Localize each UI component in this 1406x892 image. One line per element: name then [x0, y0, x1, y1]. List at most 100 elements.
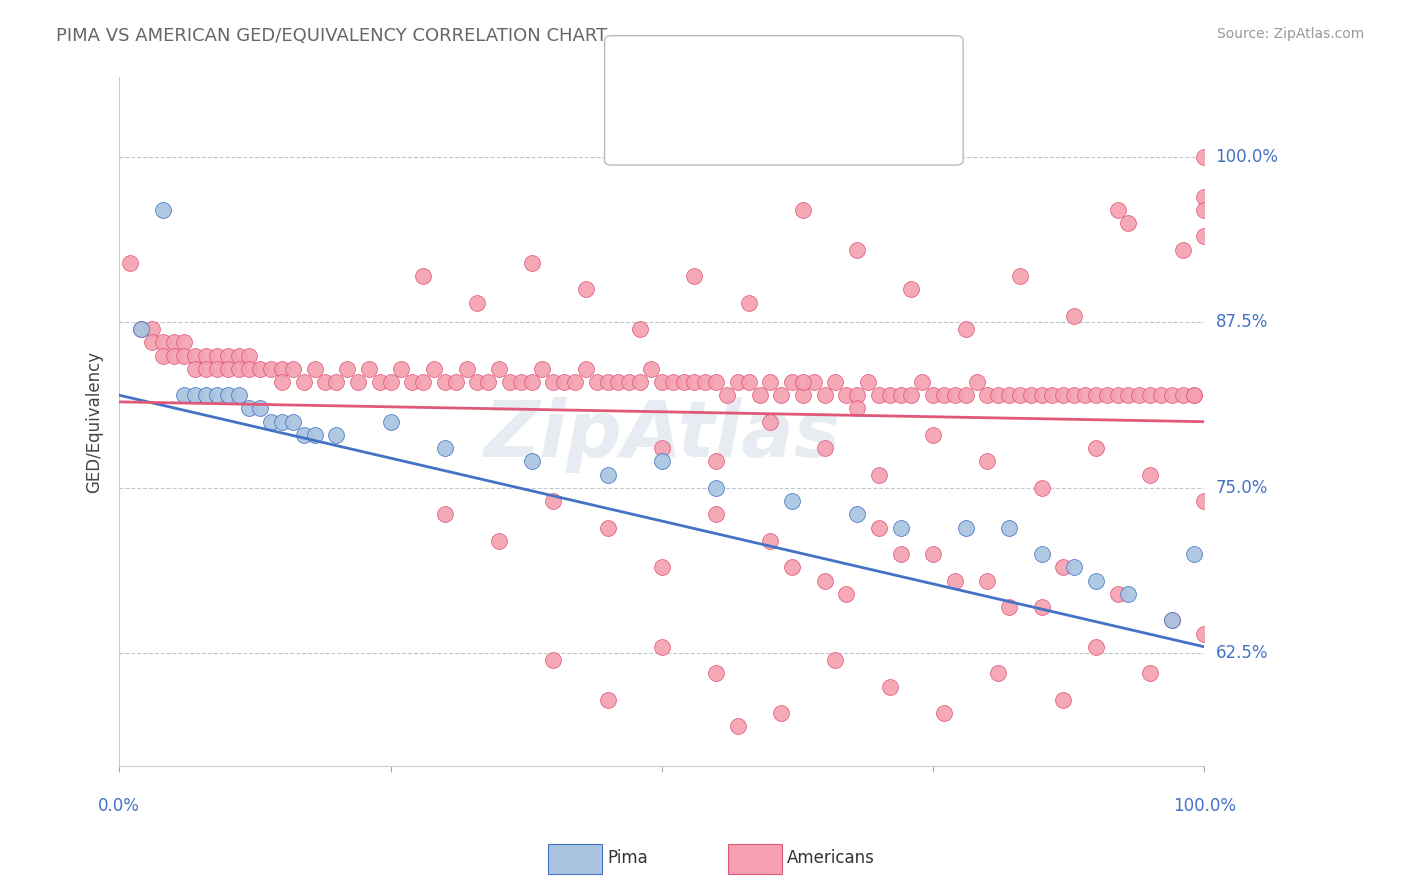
Point	[770, 706, 793, 720]
Point	[846, 243, 869, 257]
Point	[1118, 587, 1140, 601]
Point	[456, 361, 478, 376]
Point	[879, 388, 901, 402]
Text: -0.603: -0.603	[716, 66, 780, 84]
Point	[943, 574, 966, 588]
Text: 62.5%: 62.5%	[1216, 644, 1268, 663]
Point	[292, 428, 315, 442]
Point	[998, 600, 1021, 615]
Point	[759, 533, 782, 548]
Point	[704, 508, 727, 522]
Point	[1160, 613, 1182, 627]
Text: -0.090: -0.090	[716, 115, 780, 133]
Point	[281, 415, 304, 429]
Point	[704, 375, 727, 389]
Point	[553, 375, 575, 389]
Point	[1074, 388, 1097, 402]
Point	[1150, 388, 1173, 402]
Point	[868, 467, 890, 482]
Point	[922, 428, 945, 442]
Point	[835, 388, 858, 402]
Point	[890, 547, 912, 561]
Point	[890, 388, 912, 402]
Point	[1107, 202, 1129, 217]
Point	[780, 375, 803, 389]
Point	[129, 322, 152, 336]
Point	[1118, 216, 1140, 230]
Point	[704, 481, 727, 495]
Point	[792, 375, 814, 389]
Point	[780, 494, 803, 508]
Text: PIMA VS AMERICAN GED/EQUIVALENCY CORRELATION CHART: PIMA VS AMERICAN GED/EQUIVALENCY CORRELA…	[56, 27, 607, 45]
Text: 87.5%: 87.5%	[1216, 313, 1268, 332]
Point	[780, 560, 803, 574]
Point	[205, 361, 228, 376]
Point	[217, 349, 239, 363]
Point	[651, 375, 673, 389]
Point	[1182, 388, 1205, 402]
Point	[900, 388, 922, 402]
Point	[152, 335, 174, 350]
Point	[564, 375, 586, 389]
Point	[976, 574, 998, 588]
Point	[488, 533, 510, 548]
Text: Americans: Americans	[787, 849, 876, 867]
Point	[704, 666, 727, 681]
Point	[943, 388, 966, 402]
Text: Source: ZipAtlas.com: Source: ZipAtlas.com	[1216, 27, 1364, 41]
Point	[173, 335, 195, 350]
Point	[195, 388, 218, 402]
Point	[1031, 388, 1053, 402]
Point	[141, 322, 163, 336]
Text: N =: N =	[807, 66, 846, 84]
Point	[1031, 600, 1053, 615]
Point	[976, 388, 998, 402]
Point	[932, 706, 955, 720]
Point	[467, 295, 489, 310]
Text: 100.0%: 100.0%	[1173, 797, 1236, 814]
Point	[325, 428, 347, 442]
Point	[661, 375, 683, 389]
Point	[271, 375, 294, 389]
Point	[1063, 388, 1085, 402]
Point	[955, 521, 977, 535]
Point	[1008, 388, 1031, 402]
Point	[1008, 268, 1031, 283]
Point	[141, 335, 163, 350]
Point	[184, 388, 207, 402]
Point	[467, 375, 489, 389]
Text: R =: R =	[675, 66, 713, 84]
Point	[998, 388, 1021, 402]
Point	[228, 349, 250, 363]
Point	[531, 361, 554, 376]
Text: ZipAtlas: ZipAtlas	[484, 398, 841, 474]
Point	[389, 361, 412, 376]
Point	[672, 375, 695, 389]
Point	[1194, 150, 1216, 164]
Point	[737, 375, 759, 389]
Text: 100.0%: 100.0%	[1216, 148, 1278, 166]
Point	[1052, 560, 1074, 574]
Point	[120, 256, 142, 270]
Point	[824, 653, 846, 667]
Point	[922, 547, 945, 561]
Point	[304, 361, 326, 376]
Point	[433, 508, 456, 522]
Point	[380, 375, 402, 389]
Point	[423, 361, 446, 376]
Point	[412, 268, 434, 283]
Point	[1095, 388, 1118, 402]
Point	[619, 375, 641, 389]
Point	[347, 375, 370, 389]
Point	[651, 640, 673, 654]
Text: N =: N =	[807, 115, 846, 133]
Point	[1182, 547, 1205, 561]
Point	[543, 375, 565, 389]
Point	[868, 521, 890, 535]
Point	[596, 521, 619, 535]
Point	[1084, 441, 1107, 455]
Point	[357, 361, 380, 376]
Point	[640, 361, 662, 376]
Point	[900, 282, 922, 296]
Text: 33: 33	[848, 66, 873, 84]
